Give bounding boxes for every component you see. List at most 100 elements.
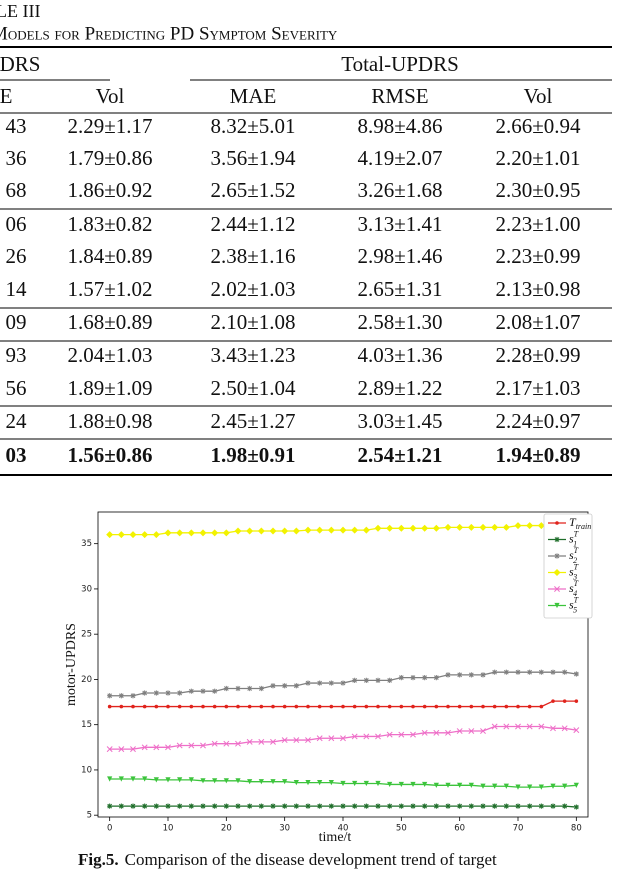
table-cell: 1.86±0.92 (67, 178, 152, 202)
table-cell: 2.54±1.21 (357, 443, 442, 467)
point (422, 781, 428, 788)
point (258, 779, 264, 785)
x-tick-label: 50 (396, 824, 407, 834)
legend-entry: sT 1 (569, 529, 579, 548)
legend-entry: sT 3 (569, 562, 579, 581)
point (527, 803, 533, 809)
table-cell: 1.57±1.02 (67, 277, 152, 301)
point (199, 529, 207, 537)
point (445, 782, 451, 788)
table-cell: 2.23±1.00 (495, 212, 580, 236)
point (153, 777, 159, 783)
legend-name: s (569, 581, 574, 595)
legend-entry: sT 2 (569, 546, 579, 565)
point (246, 738, 253, 745)
point (270, 803, 276, 809)
point (177, 690, 183, 696)
table-cell: 2.13±0.98 (495, 277, 580, 301)
point (480, 672, 486, 678)
point (502, 523, 510, 531)
table-cell: 93 (6, 343, 27, 367)
table-cell: 3.13±1.41 (357, 212, 442, 236)
point (433, 675, 439, 681)
table-cell: 2.58±1.30 (357, 310, 442, 334)
point (165, 744, 171, 751)
point (457, 672, 463, 678)
point (258, 685, 264, 692)
point (189, 704, 194, 709)
y-axis-label: motor-UPDRS (64, 623, 79, 706)
point (200, 688, 206, 694)
point (574, 699, 579, 703)
point (305, 780, 311, 786)
point (271, 704, 275, 709)
table-cell: 2.50±1.04 (210, 376, 296, 400)
chart: 0 10 20 30 40 50 60 70 805101520253035time/tmoto… (64, 511, 593, 845)
point (282, 803, 288, 809)
point (177, 704, 182, 709)
legend-sub: 2 (573, 556, 577, 565)
point (270, 779, 276, 785)
point (481, 704, 485, 709)
point (409, 524, 417, 532)
point (363, 677, 369, 683)
y-tick-label: 20 (81, 675, 92, 685)
point (107, 704, 112, 709)
point (562, 783, 568, 789)
point (269, 527, 277, 535)
group-header: DRS (0, 52, 40, 76)
point (258, 738, 265, 745)
point (118, 803, 124, 809)
point (527, 784, 533, 790)
table-cell: 2.20±1.01 (495, 146, 580, 170)
point (468, 782, 474, 788)
point (293, 737, 300, 744)
point (131, 704, 135, 709)
point (386, 731, 393, 738)
point (573, 804, 579, 810)
point (457, 803, 463, 809)
point (316, 526, 324, 534)
point (432, 524, 440, 532)
point (421, 524, 429, 532)
point (538, 803, 544, 809)
point (176, 529, 184, 537)
table-cell: 1.56±0.86 (67, 443, 152, 467)
table-cell: 2.45±1.27 (210, 409, 295, 433)
point (457, 782, 463, 788)
table-cell: 03 (6, 443, 27, 467)
point (397, 524, 405, 532)
point (469, 704, 474, 709)
point (317, 704, 322, 709)
point (456, 523, 464, 531)
point (446, 704, 450, 709)
point (200, 803, 206, 809)
table-cell: 8.98±4.86 (357, 114, 442, 138)
table-cell: 2.38±1.16 (210, 244, 295, 268)
table-cell: 1.89±1.09 (67, 376, 152, 400)
point (340, 803, 346, 809)
table-cell: 2.17±1.03 (495, 376, 580, 400)
point (200, 742, 206, 749)
point (387, 803, 393, 809)
point (362, 526, 370, 534)
table-cell: 3.43±1.23 (210, 343, 295, 367)
point (445, 672, 451, 678)
y-tick-label: 35 (81, 539, 92, 549)
point (433, 803, 439, 809)
point (223, 740, 230, 747)
point (526, 723, 533, 730)
point (259, 704, 264, 709)
point (537, 522, 545, 530)
point (212, 704, 217, 709)
table-cell: 06 (6, 212, 27, 236)
point (445, 803, 451, 809)
point (247, 704, 252, 709)
table-cell: 1.83±0.82 (67, 212, 152, 236)
table-cell: 2.04±1.03 (67, 343, 152, 367)
point (554, 536, 560, 543)
table-cell: 2.29±1.17 (67, 114, 152, 138)
table-cell: 68 (6, 178, 27, 202)
table-cell: 4.19±2.07 (357, 146, 442, 170)
